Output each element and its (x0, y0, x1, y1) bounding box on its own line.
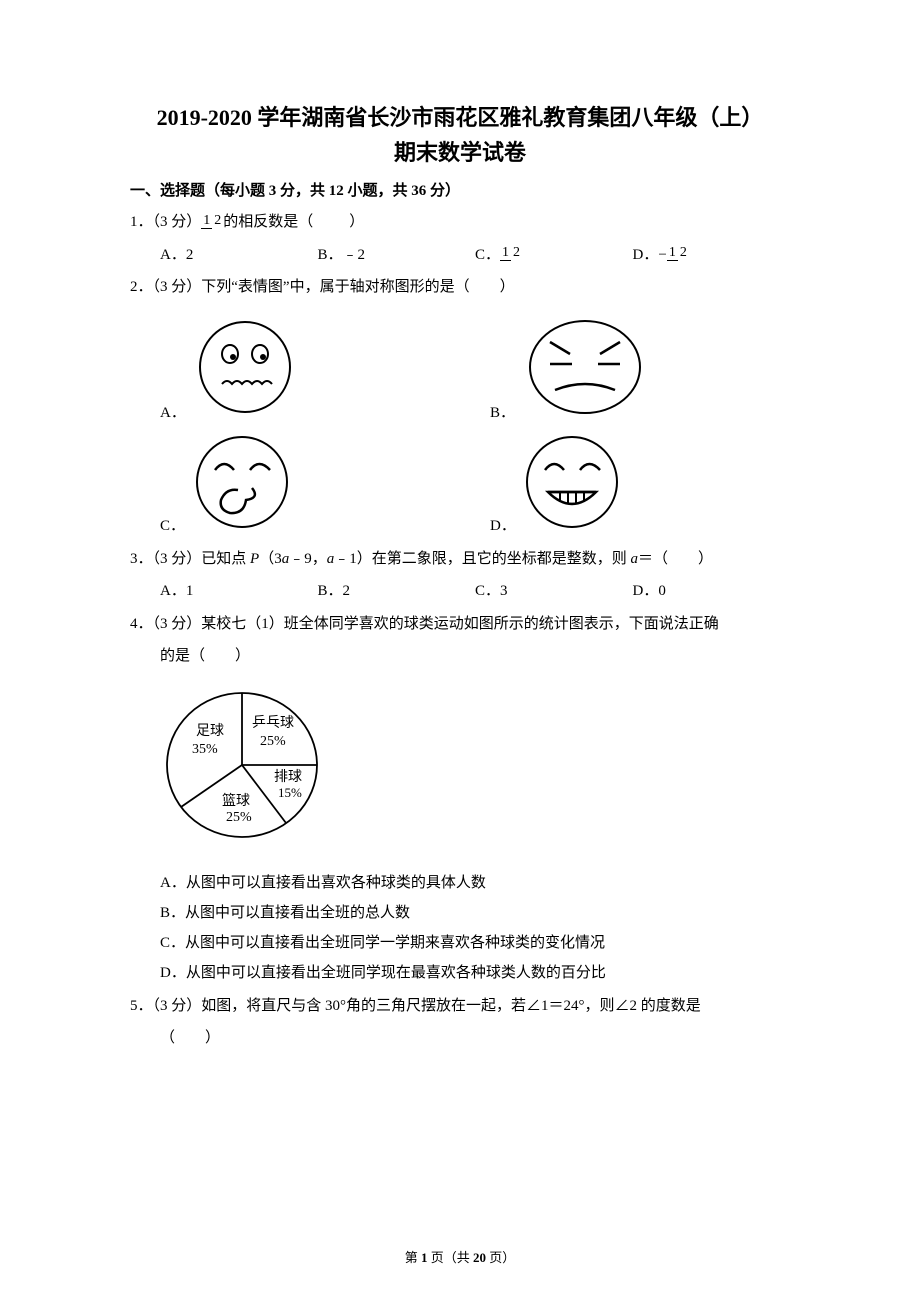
q1-opt-B: B．﹣2 (318, 241, 476, 270)
question-4-line1: 4．（3 分）某校七（1）班全体同学喜欢的球类运动如图所示的统计图表示，下面说法… (130, 610, 790, 639)
q1-options: A．2 B．﹣2 C． 12 D． − 12 (130, 241, 790, 270)
q2-options: A． B． C． (130, 308, 790, 539)
q4-opt-C: C．从图中可以直接看出全班同学一学期来喜欢各种球类的变化情况 (130, 928, 790, 958)
question-1: 1．（3 分）12的相反数是（ ） (130, 208, 790, 237)
q4-opt-A: A．从图中可以直接看出喜欢各种球类的具体人数 (130, 868, 790, 898)
q4-pie-chart: 足球 35% 乒乓球 25% 排球 15% 篮球 25% (130, 679, 790, 854)
question-4-line2: 的是（ ） (130, 642, 790, 671)
q1-C-frac: 12 (500, 245, 522, 260)
exam-page: 2019-2020 学年湖南省长沙市雨花区雅礼教育集团八年级（上） 期末数学试卷… (0, 0, 920, 1302)
q2-opt-D: D． (460, 426, 790, 539)
q2-opt-C: C． (130, 426, 460, 539)
q3-opt-A: A．1 (160, 577, 318, 606)
pie-pct-pingpong: 25% (260, 734, 286, 749)
face-b-icon (520, 312, 650, 422)
pie-pct-basketball: 25% (226, 810, 252, 825)
q1-blank: （ ） (298, 214, 366, 230)
q3-opt-D: D．0 (633, 577, 791, 606)
question-3: 3．（3 分）已知点 P（3a﹣9，a﹣1）在第二象限，且它的坐标都是整数，则 … (130, 545, 790, 574)
pie-label-volleyball: 排球 (274, 769, 302, 785)
q1-fraction: 12 (201, 213, 223, 228)
pie-pct-volleyball: 15% (278, 785, 302, 800)
pie-chart-icon: 足球 35% 乒乓球 25% 排球 15% 篮球 25% (152, 679, 332, 849)
q1-opt-A: A．2 (160, 241, 318, 270)
face-a-icon (190, 312, 300, 422)
q1-opt-C: C． 12 (475, 241, 633, 270)
pie-pct-football: 35% (192, 742, 218, 757)
pie-label-basketball: 篮球 (222, 793, 250, 809)
q1-D-frac: 12 (667, 245, 689, 260)
q4-opt-B: B．从图中可以直接看出全班的总人数 (130, 898, 790, 928)
question-2: 2．（3 分）下列“表情图”中，属于轴对称图形的是（ ） (130, 273, 790, 302)
page-footer: 第 1 页（共 20 页） (0, 1247, 920, 1266)
q3-opt-B: B．2 (318, 577, 476, 606)
question-5-line1: 5．（3 分）如图，将直尺与含 30°角的三角尺摆放在一起，若∠1＝24°，则∠… (130, 992, 790, 1021)
q3-opt-C: C．3 (475, 577, 633, 606)
question-5-line2: （ ） (130, 1024, 790, 1053)
page-title-line2: 期末数学试卷 (130, 135, 790, 167)
pie-label-pingpong: 乒乓球 (252, 715, 294, 731)
q2-opt-A: A． (130, 308, 460, 426)
q1-opt-D: D． − 12 (633, 241, 791, 270)
q4-opt-D: D．从图中可以直接看出全班同学现在最喜欢各种球类人数的百分比 (130, 958, 790, 988)
pie-label-football: 足球 (196, 723, 224, 739)
q3-options: A．1 B．2 C．3 D．0 (130, 577, 790, 606)
face-d-icon (520, 430, 625, 535)
face-c-icon (190, 430, 295, 535)
q1-stem-suffix: 的相反数是 (223, 214, 298, 230)
section-1-header: 一、选择题（每小题 3 分，共 12 小题，共 36 分） (130, 179, 790, 200)
q1-stem-prefix: 1．（3 分） (130, 214, 201, 230)
q2-opt-B: B． (460, 308, 790, 426)
page-title-line1: 2019-2020 学年湖南省长沙市雨花区雅礼教育集团八年级（上） (130, 100, 790, 135)
page-total: 20 (473, 1250, 486, 1265)
